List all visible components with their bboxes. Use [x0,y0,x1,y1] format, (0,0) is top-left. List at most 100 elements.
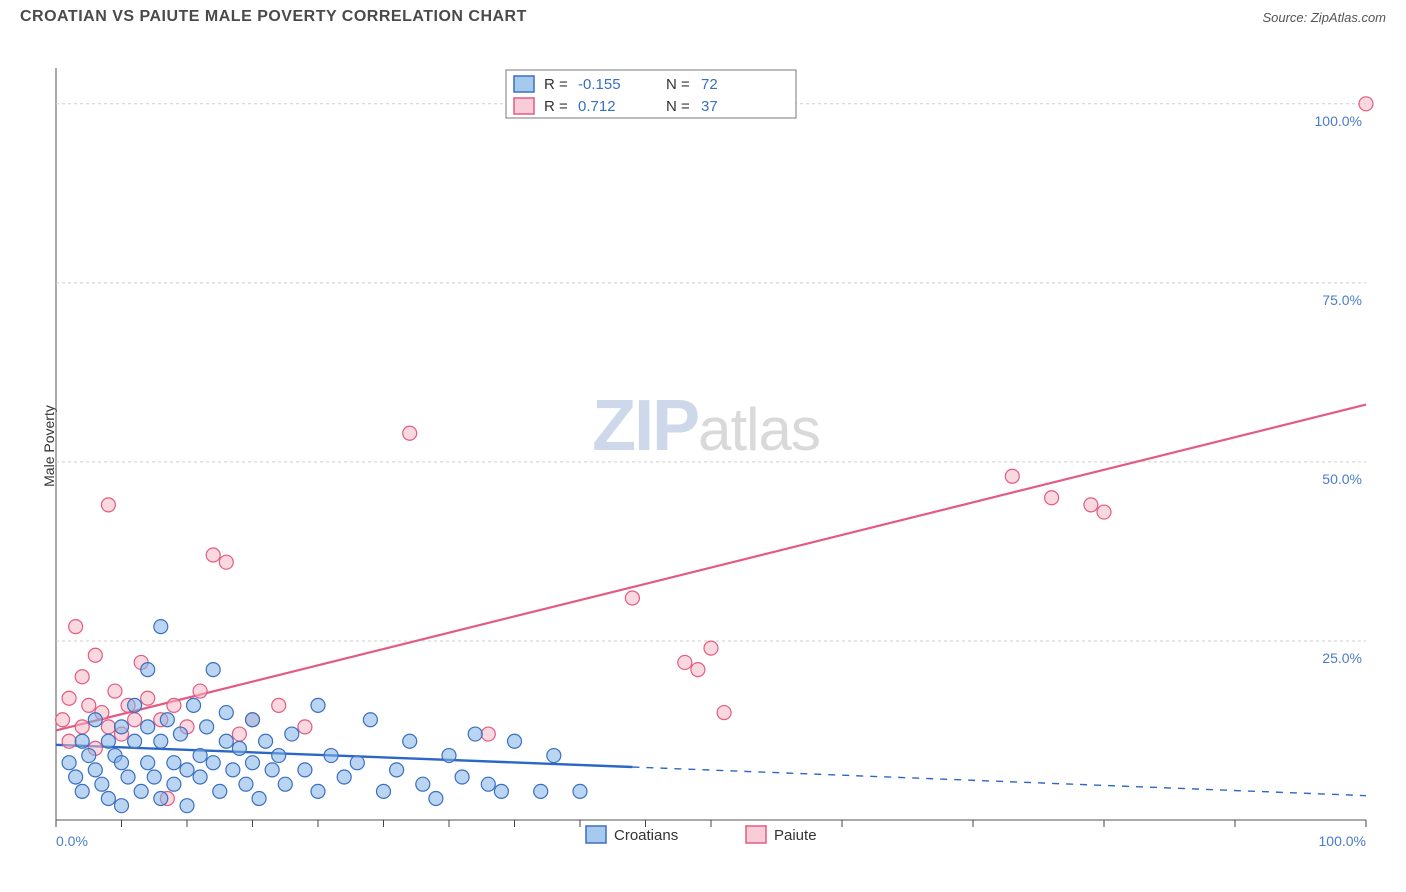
legend-r-label: R = [544,98,568,115]
legend-series-label: Paiute [774,827,817,844]
data-point-croatians [160,713,174,727]
legend-swatch [514,76,534,92]
data-point-croatians [101,792,115,806]
data-point-croatians [213,784,227,798]
data-point-paiute [101,720,115,734]
data-point-croatians [455,770,469,784]
data-point-croatians [311,784,325,798]
x-end-label: 100.0% [1319,833,1366,849]
chart-area: 25.0%50.0%75.0%100.0%0.0%100.0%ZIPatlasR… [46,60,1386,850]
y-tick-label: 100.0% [1315,113,1362,129]
data-point-croatians [187,698,201,712]
data-point-paiute [1084,498,1098,512]
data-point-croatians [363,713,377,727]
scatter-chart: 25.0%50.0%75.0%100.0%0.0%100.0%ZIPatlasR… [46,60,1386,850]
data-point-croatians [547,749,561,763]
data-point-croatians [494,784,508,798]
data-point-paiute [141,691,155,705]
data-point-croatians [278,777,292,791]
data-point-paiute [691,663,705,677]
data-point-croatians [442,749,456,763]
data-point-paiute [272,698,286,712]
data-point-paiute [62,691,76,705]
data-point-croatians [206,663,220,677]
data-point-paiute [625,591,639,605]
data-point-croatians [75,734,89,748]
data-point-croatians [573,784,587,798]
data-point-paiute [1097,505,1111,519]
data-point-paiute [56,713,70,727]
data-point-croatians [121,770,135,784]
data-point-paiute [82,698,96,712]
data-point-paiute [232,727,246,741]
data-point-paiute [75,720,89,734]
data-point-croatians [128,734,142,748]
data-point-croatians [416,777,430,791]
data-point-croatians [69,770,83,784]
legend-swatch [586,826,606,843]
data-point-paiute [88,648,102,662]
data-point-croatians [298,763,312,777]
data-point-croatians [95,777,109,791]
data-point-croatians [377,784,391,798]
data-point-croatians [167,756,181,770]
data-point-paiute [62,734,76,748]
legend-r-value: 0.712 [578,98,616,115]
data-point-croatians [508,734,522,748]
data-point-paiute [101,498,115,512]
data-point-croatians [147,770,161,784]
data-point-paiute [481,727,495,741]
data-point-croatians [337,770,351,784]
data-point-croatians [468,727,482,741]
data-point-croatians [141,756,155,770]
data-point-croatians [239,777,253,791]
data-point-croatians [403,734,417,748]
data-point-croatians [311,698,325,712]
data-point-croatians [324,749,338,763]
legend-n-value: 37 [701,98,718,115]
data-point-paiute [69,620,83,634]
data-point-croatians [272,749,286,763]
data-point-croatians [128,698,142,712]
data-point-paiute [1359,97,1373,111]
legend-r-value: -0.155 [578,76,621,93]
data-point-croatians [88,763,102,777]
data-point-croatians [180,799,194,813]
data-point-paiute [678,655,692,669]
data-point-croatians [219,706,233,720]
data-point-paiute [193,684,207,698]
legend-series-label: Croatians [614,827,678,844]
data-point-croatians [154,734,168,748]
source-label: Source: ZipAtlas.com [1262,10,1386,25]
data-point-croatians [115,799,129,813]
data-point-paiute [108,684,122,698]
data-point-croatians [232,741,246,755]
data-point-croatians [429,792,443,806]
data-point-croatians [154,792,168,806]
legend-n-label: N = [666,98,690,115]
data-point-paiute [717,706,731,720]
chart-title: CROATIAN VS PAIUTE MALE POVERTY CORRELAT… [20,8,527,26]
data-point-croatians [350,756,364,770]
data-point-croatians [246,756,260,770]
data-point-paiute [128,713,142,727]
data-point-paiute [206,548,220,562]
data-point-croatians [167,777,181,791]
data-point-paiute [219,555,233,569]
data-point-croatians [246,713,260,727]
data-point-croatians [259,734,273,748]
y-tick-label: 75.0% [1322,292,1362,308]
data-point-croatians [173,727,187,741]
data-point-paiute [1045,491,1059,505]
data-point-croatians [481,777,495,791]
data-point-croatians [134,784,148,798]
watermark: ZIPatlas [592,386,820,466]
y-tick-label: 50.0% [1322,471,1362,487]
data-point-croatians [219,734,233,748]
data-point-paiute [403,426,417,440]
data-point-croatians [75,784,89,798]
legend-n-label: N = [666,76,690,93]
data-point-croatians [62,756,76,770]
data-point-croatians [141,663,155,677]
data-point-croatians [265,763,279,777]
